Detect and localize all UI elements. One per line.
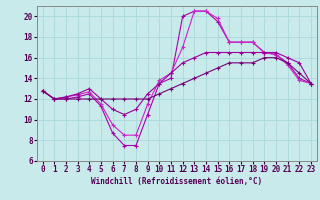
X-axis label: Windchill (Refroidissement éolien,°C): Windchill (Refroidissement éolien,°C) bbox=[91, 177, 262, 186]
